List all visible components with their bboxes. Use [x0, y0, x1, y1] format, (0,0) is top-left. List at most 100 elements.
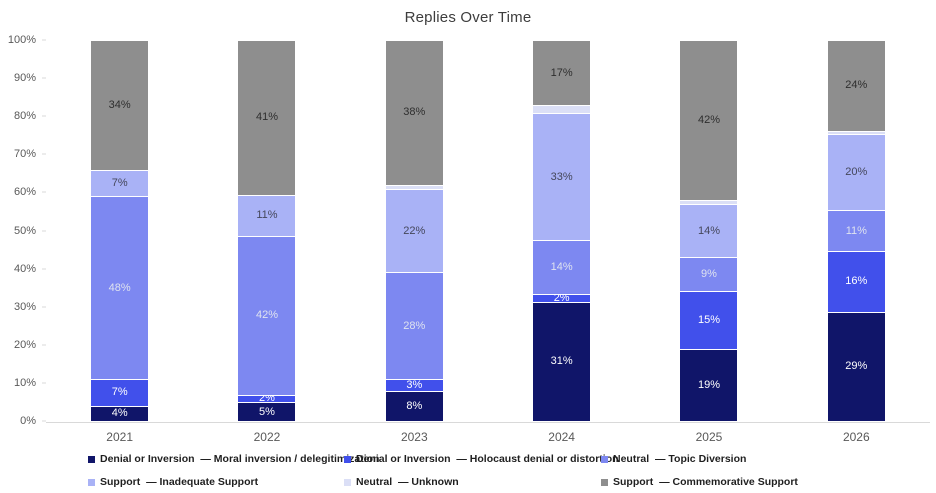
bar-segment: 17%	[533, 40, 591, 106]
y-axis: 0% 10% 20% 30% 40% 50% 60% 70% 80% 90% 100%	[0, 34, 46, 427]
y-tick-label: 20%	[13, 338, 36, 351]
segment-value-label: 34%	[108, 98, 131, 111]
bar-segment: 19%	[680, 348, 738, 421]
segment-value-label: 38%	[403, 106, 426, 119]
segment-value-label: 29%	[845, 360, 868, 373]
y-tick-mark	[42, 153, 46, 155]
bar-segment: 15%	[680, 291, 738, 349]
bar-segment: 11%	[238, 194, 296, 237]
segment-value-label: 7%	[111, 386, 128, 399]
legend-label: Neutral — Topic Diversion	[613, 453, 747, 465]
bar-segment: 29%	[827, 311, 885, 421]
bar-segment	[385, 184, 443, 189]
bar-2022: 5% 2% 42% 11% 41%	[238, 40, 296, 421]
bar-2023: 8% 3% 28% 22% 38%	[385, 40, 443, 421]
y-tick-mark	[42, 77, 46, 79]
x-axis-label-2025: 2025	[695, 430, 723, 444]
bar-segment: 8%	[385, 390, 443, 421]
segment-value-label: 4%	[111, 407, 128, 420]
chart-title: Replies Over Time	[404, 9, 532, 26]
legend-label: Denial or Inversion — Moral inversion / …	[100, 453, 380, 465]
bar-segment: 14%	[533, 240, 591, 295]
bar-segment: 48%	[91, 196, 149, 380]
bar-segment: 9%	[680, 257, 738, 292]
legend-label: Support — Commemorative Support	[613, 476, 798, 488]
legend-item: Denial or Inversion — Moral inversion / …	[88, 453, 379, 465]
segment-value-label: 11%	[256, 209, 278, 222]
segment-value-label: 42%	[697, 114, 720, 127]
bar-segment: 34%	[91, 40, 149, 170]
bar-segment: 42%	[680, 40, 738, 201]
segment-value-label: 3%	[406, 378, 423, 391]
bar-segment: 7%	[91, 169, 149, 197]
segment-value-label: 31%	[550, 355, 573, 368]
legend: Denial or Inversion — Moral inversion / …	[88, 453, 926, 488]
y-tick-label: 30%	[13, 300, 36, 313]
bar-segment: 38%	[385, 40, 443, 185]
legend-item: Support — Commemorative Support	[601, 476, 926, 488]
bar-segment: 5%	[238, 402, 296, 421]
y-tick-label: 0%	[20, 415, 36, 427]
legend-label: Support — Inadequate Support	[100, 476, 259, 488]
y-tick-label: 40%	[13, 262, 36, 275]
segment-value-label: 11%	[845, 224, 867, 237]
legend-swatch-icon	[601, 455, 608, 463]
segment-value-label: 9%	[701, 268, 717, 281]
y-tick-mark	[42, 191, 46, 193]
legend-label: Denial or Inversion — Holocaust denial o…	[356, 453, 619, 465]
legend-swatch-icon	[601, 478, 608, 486]
bar-segment	[533, 105, 591, 114]
y-tick-mark	[42, 115, 46, 117]
bar-segment	[827, 130, 885, 135]
y-tick-mark	[42, 268, 46, 270]
bar-segment: 42%	[238, 236, 296, 395]
bar-segment: 4%	[91, 405, 149, 421]
x-axis-line	[46, 422, 930, 423]
bar-segment: 33%	[533, 113, 591, 241]
y-tick-label: 60%	[13, 186, 36, 199]
y-tick-label: 100%	[7, 34, 36, 46]
y-tick-mark	[42, 230, 46, 231]
bar-2026: 29% 16% 11% 20% 24%	[827, 40, 885, 421]
bar-segment	[680, 200, 738, 204]
legend-item: Denial or Inversion — Holocaust denial o…	[344, 453, 619, 465]
bar-segment: 14%	[680, 203, 738, 258]
legend-swatch-icon	[344, 455, 351, 463]
segment-value-label: 8%	[406, 399, 423, 412]
bar-2021: 4% 7% 48% 7% 34%	[91, 40, 149, 421]
bar-segment: 7%	[91, 379, 149, 406]
bar-segment: 28%	[385, 272, 443, 380]
segment-value-label: 24%	[845, 79, 868, 92]
y-tick-mark	[42, 382, 46, 384]
segment-value-label: 15%	[697, 314, 720, 327]
segment-value-label: 5%	[259, 405, 275, 418]
bar-segment: 16%	[827, 251, 885, 312]
y-tick-label: 80%	[13, 110, 36, 123]
y-tick-label: 70%	[13, 148, 36, 161]
x-axis-label-2026: 2026	[842, 430, 870, 444]
plot-area: 4% 7% 48% 7% 34% 5% 2% 42% 11% 41% 8% 3% 28% 22% 38% 31…	[46, 40, 930, 421]
segment-value-label: 19%	[697, 378, 720, 391]
segment-value-label: 41%	[255, 111, 278, 124]
legend-label: Neutral — Unknown	[356, 476, 459, 488]
y-tick-label: 50%	[13, 224, 36, 237]
bar-segment: 31%	[533, 301, 591, 421]
bar-segment: 2%	[533, 292, 591, 303]
bar-segment: 41%	[238, 40, 296, 195]
x-axis-label-2024: 2024	[548, 430, 575, 444]
x-axis: 2021 2022 2023 2024 2025 2026	[46, 430, 930, 444]
legend-item: Neutral — Topic Diversion	[601, 453, 926, 465]
legend-swatch-icon	[344, 478, 351, 486]
legend-item: Neutral — Unknown	[344, 476, 601, 488]
y-tick-mark	[42, 39, 46, 41]
legend-swatch-icon	[88, 455, 95, 463]
segment-value-label: 22%	[403, 224, 426, 237]
y-tick-label: 10%	[13, 376, 36, 389]
bar-segment: 24%	[827, 40, 885, 131]
x-axis-label-2022: 2022	[253, 430, 281, 444]
bar-2024: 31% 2% 14% 33% 17%	[533, 40, 591, 421]
bar-segment: 22%	[385, 188, 443, 273]
x-axis-label-2023: 2023	[400, 430, 428, 444]
segment-value-label: 20%	[845, 166, 868, 179]
legend-swatch-icon	[88, 478, 95, 486]
